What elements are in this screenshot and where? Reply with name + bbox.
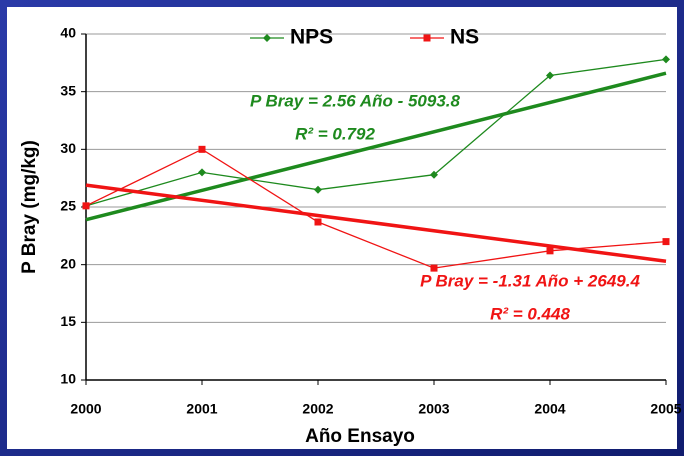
- chart-background: [7, 7, 677, 449]
- point: [430, 170, 438, 179]
- point: [662, 55, 670, 64]
- legend-marker: [263, 34, 271, 42]
- legend-marker: [423, 34, 431, 42]
- series-line: [85, 148, 667, 269]
- y-axis-label: P Bray (mg/kg): [19, 140, 40, 274]
- point: [82, 202, 90, 210]
- point: [430, 264, 438, 272]
- y-tick-label: 10: [60, 371, 76, 387]
- x-tick-label: 2000: [70, 401, 101, 417]
- x-tick-label: 2002: [302, 401, 333, 417]
- y-tick-label: 35: [60, 82, 76, 98]
- trend-r2: R² = 0.448: [490, 304, 570, 323]
- trend-equation: P Bray = 2.56 Año - 5093.8: [250, 91, 460, 110]
- series-line: [85, 58, 667, 207]
- y-tick-label: 20: [60, 255, 76, 271]
- point: [314, 185, 322, 194]
- x-tick-label: 2001: [186, 401, 217, 417]
- y-tick-label: 40: [60, 25, 76, 41]
- x-tick-label: 2003: [418, 401, 449, 417]
- point: [198, 168, 206, 177]
- point: [198, 145, 206, 153]
- legend-label: NPS: [290, 26, 333, 49]
- y-tick-label: 30: [60, 140, 76, 156]
- point: [546, 247, 554, 255]
- point: [546, 71, 554, 80]
- x-axis-label: Año Ensayo: [305, 426, 415, 447]
- point: [314, 218, 322, 226]
- point: [662, 238, 670, 246]
- x-tick-label: 2004: [534, 401, 565, 417]
- legend-label: NS: [450, 26, 479, 49]
- trend-line: [85, 71, 667, 222]
- trend-r2: R² = 0.792: [295, 124, 375, 143]
- trend-line: [85, 183, 667, 263]
- y-tick-label: 25: [60, 198, 76, 214]
- x-tick-label: 2005: [650, 401, 681, 417]
- y-tick-label: 15: [60, 313, 76, 329]
- trend-equation: P Bray = -1.31 Año + 2649.4: [420, 271, 640, 290]
